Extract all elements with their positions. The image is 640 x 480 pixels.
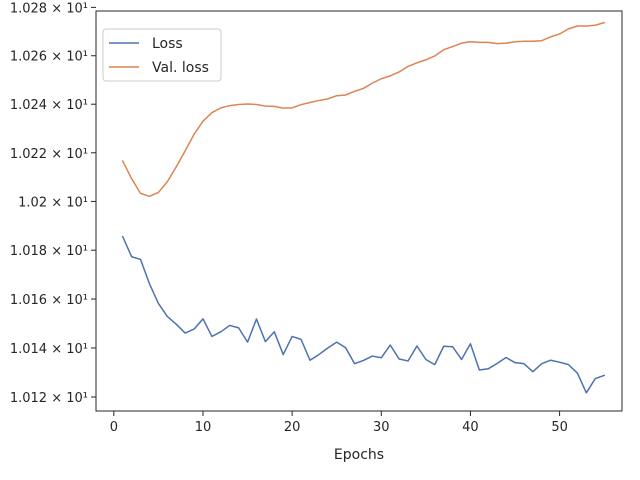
legend-label: Loss bbox=[152, 36, 183, 52]
y-tick-label: 1.012 × 10¹ bbox=[10, 391, 88, 406]
x-tick-label: 40 bbox=[462, 420, 479, 435]
y-tick-label: 1.024 × 10¹ bbox=[10, 98, 88, 113]
legend: Loss Val. loss bbox=[102, 28, 222, 82]
x-tick-label: 50 bbox=[551, 420, 568, 435]
x-tick-label: 20 bbox=[284, 420, 301, 435]
axes: 0 10 20 30 40 50 1.012 × 10¹ 1.014 × 10¹ 1.016 ×… bbox=[10, 1, 623, 435]
series-line-2 bbox=[121, 21, 606, 198]
x-axis-label: Epochs bbox=[334, 447, 384, 463]
y-tick-label: 1.018 × 10¹ bbox=[10, 244, 88, 259]
y-tick-label: 1.014 × 10¹ bbox=[10, 342, 88, 357]
y-tick-label: 1.022 × 10¹ bbox=[10, 147, 88, 162]
y-tick-label: 1.02 × 10¹ bbox=[18, 195, 88, 210]
x-tick-label: 10 bbox=[195, 420, 212, 435]
x-tick-label: 30 bbox=[373, 420, 390, 435]
series-line-1 bbox=[121, 235, 606, 394]
y-tick-label: 1.016 × 10¹ bbox=[10, 293, 88, 308]
axes-frame bbox=[95, 10, 623, 412]
plot-area bbox=[121, 21, 606, 394]
legend-label: Val. loss bbox=[152, 60, 209, 76]
y-tick-label: 1.026 × 10¹ bbox=[10, 50, 88, 65]
x-tick-label: 0 bbox=[110, 420, 118, 435]
y-tick-label: 1.028 × 10¹ bbox=[10, 1, 88, 16]
legend-box bbox=[102, 28, 222, 82]
